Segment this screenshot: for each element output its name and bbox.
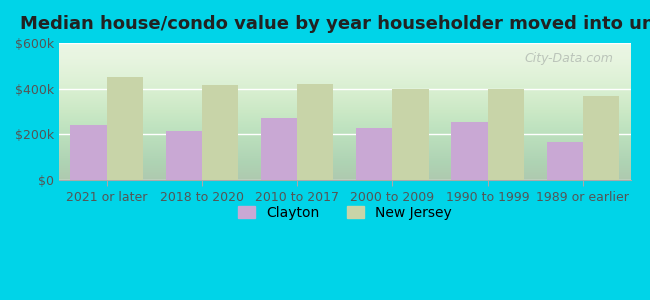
Bar [166, 131, 202, 180]
Text: City-Data.com: City-Data.com [525, 52, 614, 65]
Bar [356, 128, 393, 180]
Bar [107, 77, 143, 180]
Bar [452, 122, 488, 180]
Bar [202, 85, 238, 180]
Bar [547, 142, 583, 180]
Bar [488, 88, 524, 180]
Bar [393, 88, 428, 180]
Bar [70, 125, 107, 180]
Bar [261, 118, 297, 180]
Bar [297, 84, 333, 180]
Title: Median house/condo value by year householder moved into unit: Median house/condo value by year househo… [20, 15, 650, 33]
Legend: Clayton, New Jersey: Clayton, New Jersey [233, 200, 457, 225]
Bar [583, 95, 619, 180]
